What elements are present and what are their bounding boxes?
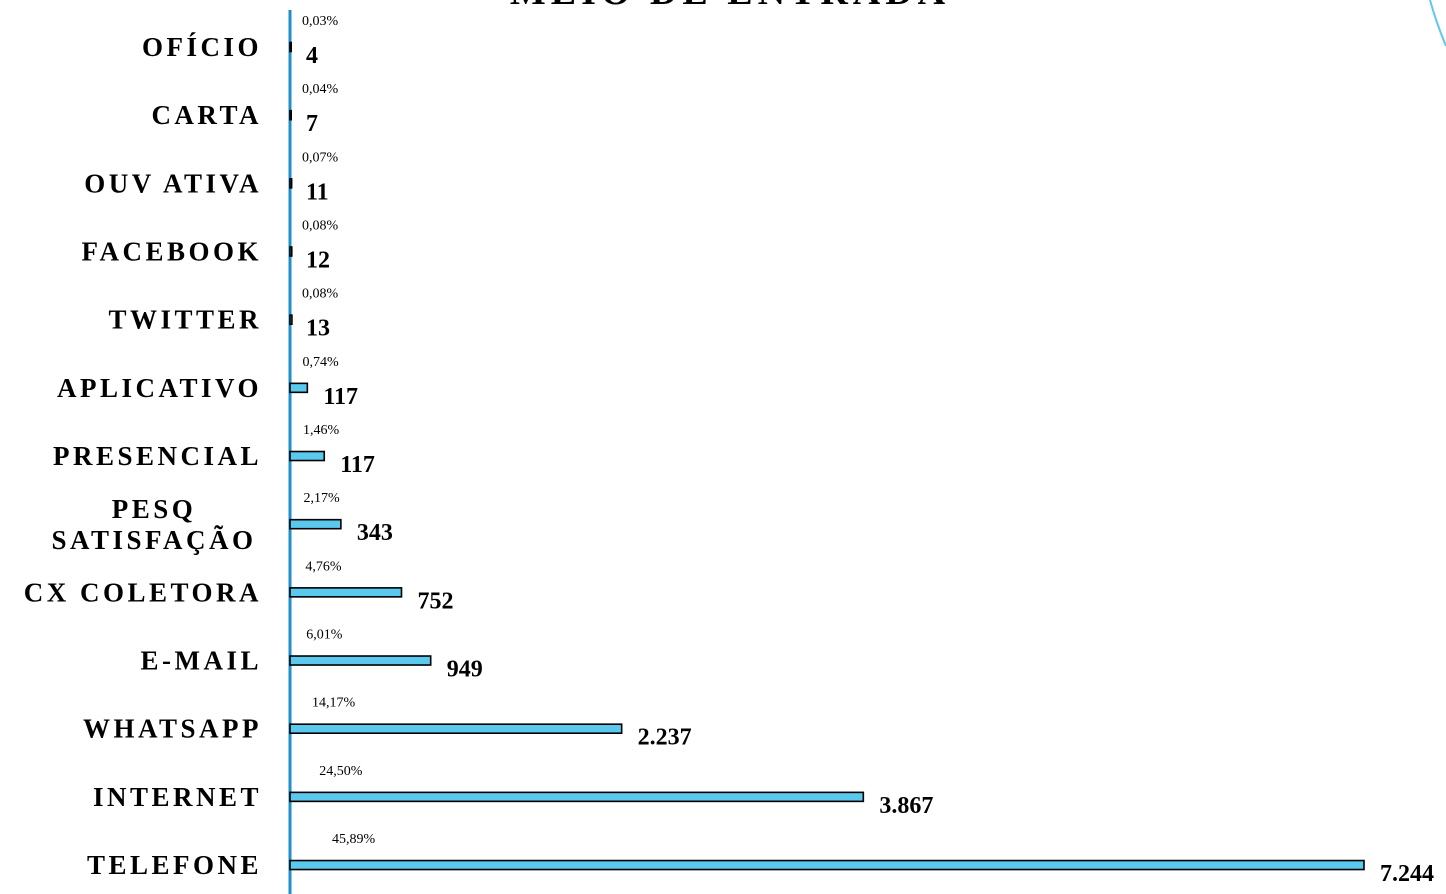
value-label-aplicativo: 117	[323, 384, 358, 410]
category-label-internet: INTERNET	[93, 782, 262, 812]
bar-ouv-ativa	[289, 178, 293, 189]
bar-whatsapp	[289, 723, 623, 735]
category-label-e-mail: E-MAIL	[141, 646, 263, 676]
bar-cx-coletora	[289, 587, 403, 598]
bar-telefone	[289, 859, 1365, 871]
category-label-ouv-ativa: OUV ATIVA	[84, 168, 262, 198]
category-label-carta: CARTA	[151, 100, 262, 130]
bar-twitter	[289, 314, 293, 325]
value-label-telefone: 7.244	[1380, 861, 1434, 887]
value-label-whatsapp: 2.237	[638, 725, 692, 751]
value-label-carta: 7	[306, 111, 318, 137]
percent-label-whatsapp: 14,17%	[312, 696, 356, 711]
percent-label-pesq-satisfa-o: 2,17%	[304, 491, 341, 506]
percent-label-aplicativo: 0,74%	[303, 355, 340, 370]
bar-internet	[289, 791, 865, 803]
percent-label-e-mail: 6,01%	[306, 628, 343, 643]
category-label-aplicativo: APLICATIVO	[57, 373, 262, 403]
percent-label-internet: 24,50%	[319, 764, 363, 779]
value-label-internet: 3.867	[879, 793, 933, 819]
percent-label-carta: 0,04%	[302, 82, 339, 97]
category-label-twitter: TWITTER	[108, 305, 262, 335]
chart-title: MEIO DE ENTRADA	[510, 0, 950, 13]
category-label-telefone: TELEFONE	[87, 850, 262, 880]
decorative-arc	[1429, 0, 1446, 47]
percent-label-twitter: 0,08%	[302, 287, 339, 302]
value-label-twitter: 13	[306, 316, 330, 342]
bar-presencial	[289, 450, 326, 462]
value-label-e-mail: 949	[447, 657, 483, 683]
value-label-facebook: 12	[306, 248, 330, 274]
category-label-line: SATISFAÇÃO	[51, 525, 256, 555]
category-label-presencial: PRESENCIAL	[53, 441, 262, 471]
percent-label-cx-coletora: 4,76%	[305, 559, 342, 574]
percent-label-telefone: 45,89%	[332, 832, 376, 847]
bar-aplicativo	[289, 382, 309, 394]
value-label-ouv-ativa: 11	[306, 179, 329, 205]
percent-label-presencial: 1,46%	[303, 423, 340, 438]
bar-pesq-satisfa-o	[289, 518, 342, 530]
bar-carta	[289, 109, 293, 121]
category-label-line: PESQ	[112, 494, 197, 524]
percent-label-of-cio: 0,03%	[302, 14, 339, 29]
bar-e-mail	[289, 655, 432, 666]
category-label-pesq-satisfa-o: PESQ SATISFAÇÃO	[51, 494, 256, 555]
category-label-facebook: FACEBOOK	[81, 237, 262, 267]
value-label-cx-coletora: 752	[417, 588, 453, 614]
bars: OFÍCIO 0,03% 4 CARTA 0,04% 7 OUV ATIVA 0,07% 11 F…	[24, 14, 1434, 887]
category-label-of-cio: OFÍCIO	[142, 32, 262, 62]
bar-facebook	[289, 246, 293, 257]
category-label-cx-coletora: CX COLETORA	[24, 577, 262, 607]
percent-label-ouv-ativa: 0,07%	[302, 150, 339, 165]
category-label-whatsapp: WHATSAPP	[83, 714, 262, 744]
value-label-of-cio: 4	[306, 43, 318, 69]
bar-of-cio	[289, 41, 293, 53]
value-label-presencial: 117	[340, 452, 375, 478]
percent-label-facebook: 0,08%	[302, 219, 339, 234]
value-label-pesq-satisfa-o: 343	[357, 520, 393, 546]
